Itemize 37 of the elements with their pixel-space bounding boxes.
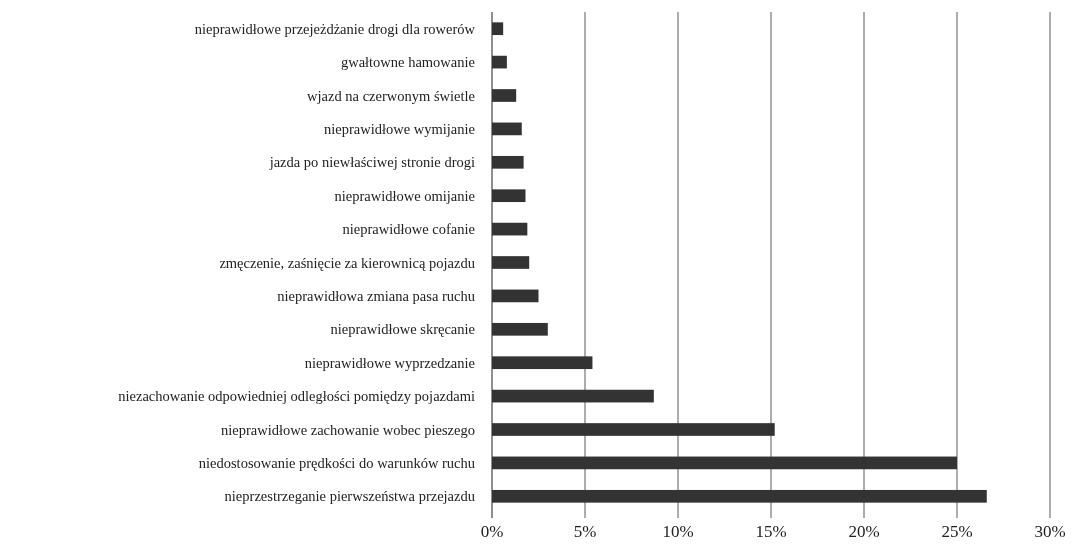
y-tick-label: wjazd na czerwonym świetle xyxy=(307,87,475,104)
bar xyxy=(492,256,530,269)
bar xyxy=(492,122,522,136)
x-tick-label: 15% xyxy=(755,522,787,541)
y-tick-label: niedostosowanie prędkości do warunków ruchu xyxy=(198,454,475,471)
y-tick-label: nieprawidłowe wymijanie xyxy=(324,120,475,137)
bar xyxy=(492,456,957,470)
bar xyxy=(492,89,517,102)
y-tick-label: nieprawidłowe skręcanie xyxy=(330,321,475,338)
y-tick-label: nieprawidłowa zmiana pasa ruchu xyxy=(277,287,475,304)
x-tick-label: 30% xyxy=(1034,522,1066,541)
y-tick-label: gwałtowne hamowanie xyxy=(340,54,475,71)
y-tick-label: nieprawidłowe cofanie xyxy=(342,221,475,238)
bar xyxy=(492,189,526,203)
bar xyxy=(492,423,775,436)
y-tick-label: jazda po niewłaściwej stronie drogi xyxy=(268,154,475,171)
bar xyxy=(492,55,507,69)
x-tick-label: 10% xyxy=(662,522,694,541)
bar xyxy=(492,322,548,336)
bar xyxy=(492,356,593,370)
x-tick-label: 20% xyxy=(848,522,880,541)
bar xyxy=(492,222,528,236)
bar xyxy=(492,155,524,169)
x-tick-label: 25% xyxy=(941,522,973,541)
y-tick-label: niezachowanie odpowiedniej odległości pomiędzy pojazdami xyxy=(118,388,475,405)
x-tick-label: 5% xyxy=(573,522,597,541)
bar xyxy=(492,389,654,403)
y-tick-label: zmęczenie, zaśnięcie za kierownicą pojazdu xyxy=(219,254,475,271)
y-tick-label: nieprawidłowe omijanie xyxy=(334,187,475,204)
bar xyxy=(492,489,987,503)
y-tick-label: nieprzestrzeganie pierwszeństwa przejazdu xyxy=(224,488,475,505)
bar xyxy=(492,22,504,36)
bar xyxy=(492,289,539,303)
x-tick-label: 0% xyxy=(480,522,504,541)
y-tick-label: nieprawidłowe przejeżdżanie drogi dla rowerów xyxy=(194,20,476,37)
y-tick-label: nieprawidłowe wyprzedzanie xyxy=(304,354,475,371)
y-tick-label: nieprawidłowe zachowanie wobec pieszego xyxy=(220,421,475,438)
